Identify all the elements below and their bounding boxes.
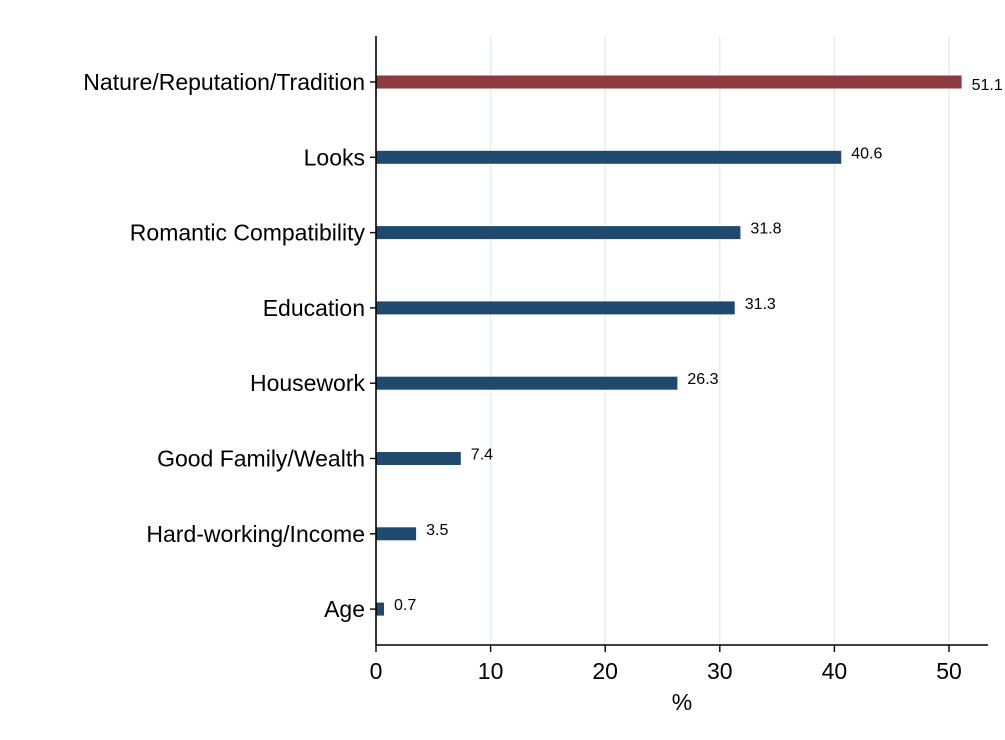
data-label: 40.6 <box>851 145 882 162</box>
category-label: Housework <box>250 370 366 396</box>
bar-0 <box>376 75 962 89</box>
data-label: 3.5 <box>426 522 448 539</box>
gridlines <box>489 36 950 645</box>
bar-3 <box>376 301 735 315</box>
category-label: Education <box>263 295 365 321</box>
bar-4 <box>376 376 678 390</box>
bar-5 <box>376 452 461 465</box>
x-tick-label: 0 <box>370 658 383 684</box>
bar-7 <box>376 602 385 616</box>
x-axis-title: % <box>672 689 692 715</box>
data-label: 31.3 <box>745 296 776 313</box>
x-tick-label: 10 <box>478 658 504 684</box>
data-label: 7.4 <box>471 447 493 464</box>
bar-6 <box>376 527 417 541</box>
bar-1 <box>376 150 842 164</box>
category-label: Hard-working/Income <box>146 521 365 547</box>
x-tick-label: 20 <box>592 658 618 684</box>
data-label: 26.3 <box>687 371 718 388</box>
labels: 0 10 20 30 40 50 Nature/Reputation/Tradition 51… <box>83 69 1003 684</box>
data-label: 31.8 <box>750 221 781 238</box>
category-label: Age <box>324 596 365 622</box>
bar-2 <box>376 226 741 240</box>
data-label: 51.1 <box>972 77 1003 94</box>
data-label: 0.7 <box>394 597 416 614</box>
x-tick-label: 30 <box>707 658 733 684</box>
x-tick-label: 40 <box>822 658 848 684</box>
category-label: Romantic Compatibility <box>130 220 366 246</box>
category-label: Nature/Reputation/Tradition <box>83 69 365 95</box>
x-tick-label: 50 <box>936 658 962 684</box>
category-label: Looks <box>304 144 365 170</box>
bars <box>376 75 962 616</box>
category-label: Good Family/Wealth <box>157 446 365 472</box>
